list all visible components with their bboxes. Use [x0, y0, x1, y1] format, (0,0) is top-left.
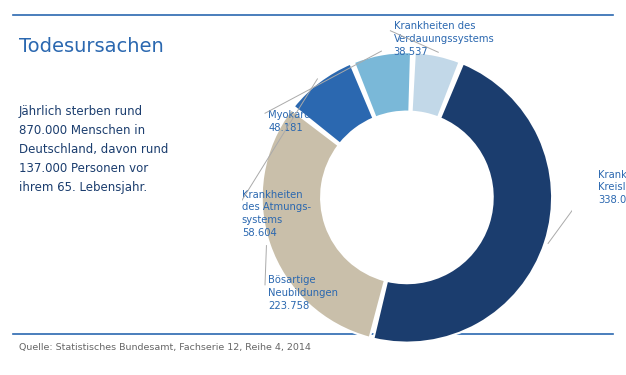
Wedge shape	[411, 53, 459, 117]
Text: Krankheiten
des Atmungs-
systems
58.604: Krankheiten des Atmungs- systems 58.604	[242, 190, 311, 238]
Text: Krankheiten des
Verdauungssystems
38.537: Krankheiten des Verdauungssystems 38.537	[394, 21, 495, 57]
Text: Bösartige
Neubildungen
223.758: Bösartige Neubildungen 223.758	[269, 275, 338, 311]
Wedge shape	[262, 110, 385, 338]
Wedge shape	[373, 63, 552, 343]
Text: Krankheiten des
Kreislaufsystems
338.056: Krankheiten des Kreislaufsystems 338.056	[598, 170, 626, 205]
Text: Jährlich sterben rund
870.000 Menschen in
Deutschland, davon rund
137.000 Person: Jährlich sterben rund 870.000 Menschen i…	[19, 105, 168, 194]
Wedge shape	[294, 64, 374, 144]
Wedge shape	[354, 52, 411, 117]
Text: Myokardinfarkt
48.181: Myokardinfarkt 48.181	[269, 110, 344, 133]
Text: Quelle: Statistisches Bundesamt, Fachserie 12, Reihe 4, 2014: Quelle: Statistisches Bundesamt, Fachser…	[19, 343, 310, 352]
Text: Todesursachen: Todesursachen	[19, 38, 163, 57]
